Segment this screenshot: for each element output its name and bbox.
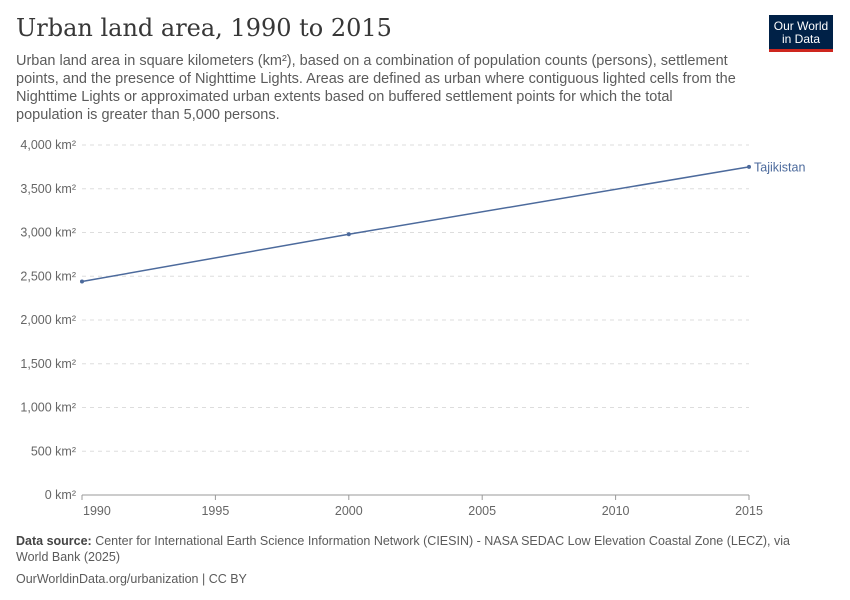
logo-line-1: Our World <box>773 19 829 33</box>
chart-subtitle: Urban land area in square kilometers (km… <box>16 53 736 123</box>
series-label: Tajikistan <box>754 160 805 174</box>
x-tick-label: 2015 <box>735 504 763 518</box>
data-source-label: Data source: <box>16 534 92 548</box>
x-tick-label: 2000 <box>335 504 363 518</box>
x-tick-label: 2010 <box>602 504 630 518</box>
footer: Data source: Center for International Ea… <box>16 533 816 587</box>
y-tick-label: 0 km² <box>45 488 76 502</box>
license-link[interactable]: OurWorldinData.org/urbanization | CC BY <box>16 572 247 586</box>
data-point <box>80 279 84 284</box>
y-tick-label: 3,500 km² <box>20 182 76 196</box>
line-chart: 0 km² 500 km² 1,000 km² 1,500 km² 2,000 km² 2… <box>20 138 805 518</box>
data-point <box>747 164 751 169</box>
y-tick-label: 500 km² <box>31 444 76 458</box>
y-tick-label: 2,500 km² <box>20 269 76 283</box>
y-tick-label: 3,000 km² <box>20 226 76 240</box>
data-source: Data source: Center for International Ea… <box>16 533 816 565</box>
y-tick-label: 4,000 km² <box>20 138 76 152</box>
x-tick-label: 2005 <box>468 504 496 518</box>
data-point <box>346 232 351 237</box>
data-source-text: Center for International Earth Science I… <box>16 534 790 564</box>
series-line-tajikistan <box>81 166 750 283</box>
chart-title: Urban land area, 1990 to 2015 <box>16 14 392 42</box>
owid-logo[interactable]: Our World in Data <box>769 15 833 52</box>
y-tick-label: 1,000 km² <box>20 401 76 415</box>
x-tick-label: 1995 <box>201 504 229 518</box>
y-tick-label: 1,500 km² <box>20 357 76 371</box>
y-tick-label: 2,000 km² <box>20 313 76 327</box>
x-tick-label: 1990 <box>83 504 111 518</box>
logo-line-2: in Data <box>781 32 821 46</box>
